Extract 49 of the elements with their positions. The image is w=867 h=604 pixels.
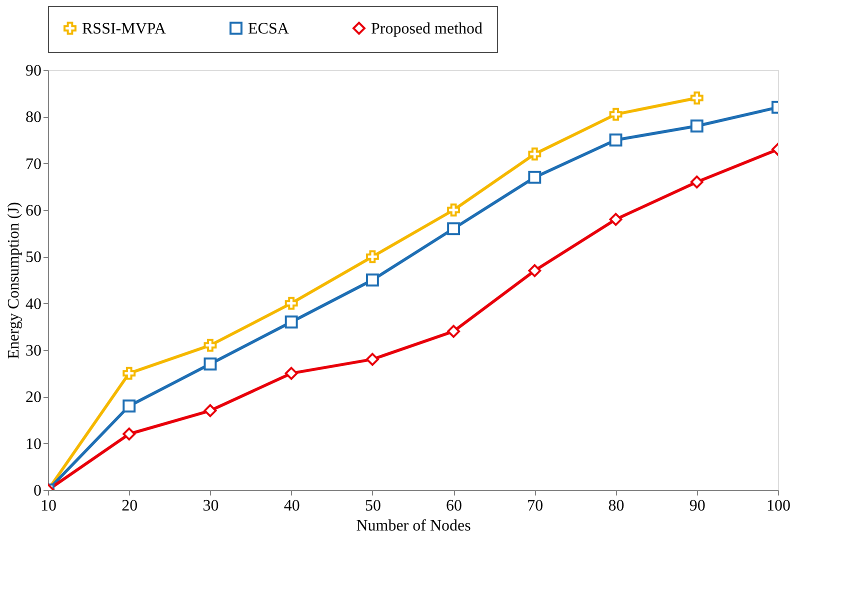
x-tick-label: 50: [364, 498, 381, 514]
point: [447, 324, 460, 338]
point: [122, 428, 136, 440]
y-tick-label: 90: [26, 62, 42, 80]
y-tick-label: 0: [34, 482, 42, 500]
y-axis-title: Energy Consumption (J): [6, 202, 22, 360]
y-tick-label: 10: [26, 436, 42, 453]
point: [609, 134, 622, 146]
point: [366, 274, 379, 286]
point: [528, 170, 542, 184]
x-tick-label: 10: [40, 498, 56, 514]
legend-label: ECSA: [248, 20, 290, 38]
point: [366, 352, 379, 366]
point: [609, 108, 622, 121]
x-tick-label: 20: [122, 498, 138, 514]
point: [204, 338, 217, 352]
point: [122, 400, 136, 412]
point: [284, 316, 298, 328]
y-tick-label: 20: [26, 389, 42, 406]
point: [204, 358, 217, 370]
y-tick-label: 30: [26, 342, 42, 360]
point: [528, 264, 542, 278]
y-tick-label: 60: [26, 202, 42, 220]
y-tick-label: 70: [26, 156, 42, 173]
point: [690, 176, 704, 188]
x-tick-label: 100: [766, 498, 790, 514]
point: [690, 92, 704, 104]
point: [528, 148, 542, 160]
x-axis-title: Number of Nodes: [356, 518, 471, 534]
point: [204, 404, 217, 418]
point: [284, 366, 298, 380]
x-tick-label: 60: [446, 498, 462, 514]
x-tick-label: 30: [202, 498, 219, 514]
x-tick-label: 90: [689, 498, 706, 514]
point: [447, 204, 460, 216]
x-tick-label: 70: [527, 498, 544, 514]
point: [366, 250, 379, 264]
x-tick-label: 40: [284, 498, 300, 514]
legend-label: RSSI-MVPA: [82, 20, 166, 38]
x-tick-label: 80: [608, 498, 624, 514]
legend-label: Proposed method: [371, 20, 483, 38]
point: [447, 222, 460, 236]
point: [690, 120, 704, 132]
y-tick-label: 40: [26, 296, 42, 313]
point: [122, 366, 136, 380]
y-tick-label: 80: [26, 109, 42, 126]
point: [609, 212, 622, 226]
point: [284, 296, 298, 310]
y-tick-label: 50: [26, 249, 42, 266]
